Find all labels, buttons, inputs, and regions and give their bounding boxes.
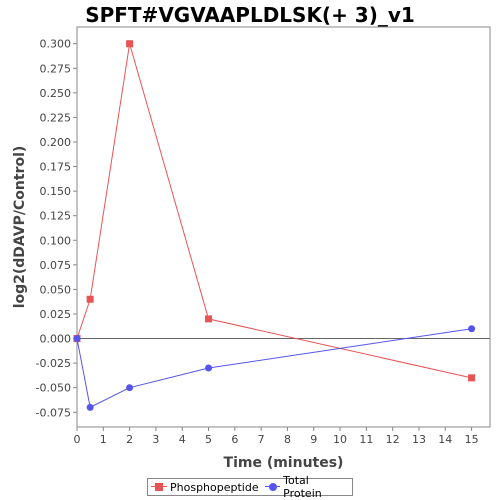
x-tick-label: 14 (438, 433, 452, 446)
x-axis-label: Time (minutes) (224, 455, 344, 471)
data-point-phosphopeptide (86, 295, 94, 303)
plot-area (76, 26, 491, 428)
y-axis-label: log2(dDAVP/Control) (12, 146, 28, 309)
x-tick-label: 7 (258, 433, 265, 446)
y-tick-label: 0.300 (40, 38, 72, 51)
legend-circle-marker-icon (264, 482, 281, 492)
y-tick-label: -0.075 (36, 406, 71, 419)
y-tick-label: 0.200 (40, 136, 72, 149)
data-point-total-protein (205, 364, 213, 372)
x-tick-label: 15 (465, 433, 479, 446)
data-point-total-protein (73, 335, 81, 343)
y-tick-label: 0.125 (40, 210, 72, 223)
x-tick-label: 13 (412, 433, 426, 446)
x-tick-label: 6 (231, 433, 238, 446)
x-tick-label: 0 (74, 433, 81, 446)
x-tick-label: 3 (152, 433, 159, 446)
x-tick-label: 2 (126, 433, 133, 446)
y-tick-label: 0.250 (40, 87, 72, 100)
x-tick-label: 4 (179, 433, 186, 446)
y-tick-label: 0.100 (40, 234, 72, 247)
data-point-phosphopeptide (205, 315, 213, 323)
y-tick-label: 0.050 (40, 283, 72, 296)
legend-item-total-protein: Total Protein (264, 474, 349, 500)
data-point-total-protein (126, 384, 134, 392)
x-tick-label: 5 (205, 433, 212, 446)
y-tick-label: 0.025 (40, 308, 72, 321)
data-point-phosphopeptide (468, 374, 476, 382)
legend-item-phosphopeptide: Phosphopeptide (151, 481, 259, 494)
x-tick-label: 8 (284, 433, 291, 446)
x-tick-label: 12 (386, 433, 400, 446)
x-tick-label: 9 (310, 433, 317, 446)
legend: Phosphopeptide Total Protein (147, 474, 353, 500)
x-tick-label: 11 (359, 433, 373, 446)
y-tick-label: 0.225 (40, 111, 72, 124)
legend-square-marker-icon (151, 482, 167, 492)
data-point-total-protein (468, 325, 476, 333)
data-point-phosphopeptide (126, 40, 134, 48)
y-tick-label: 0.150 (40, 185, 72, 198)
data-point-total-protein (86, 403, 94, 411)
x-tick-label: 10 (333, 433, 347, 446)
chart-title: SPFT#VGVAAPLDLSK(+ 3)_v1 (85, 3, 415, 27)
x-tick-label: 1 (100, 433, 107, 446)
y-tick-label: 0.175 (40, 161, 72, 174)
y-tick-label: 0.275 (40, 62, 72, 75)
y-tick-label: -0.025 (36, 357, 71, 370)
y-tick-label: -0.050 (36, 382, 71, 395)
legend-label-total-protein: Total Protein (283, 474, 322, 500)
legend-label-phosphopeptide: Phosphopeptide (170, 480, 259, 494)
y-tick-label: 0.000 (40, 333, 72, 346)
y-tick-label: 0.075 (40, 259, 72, 272)
